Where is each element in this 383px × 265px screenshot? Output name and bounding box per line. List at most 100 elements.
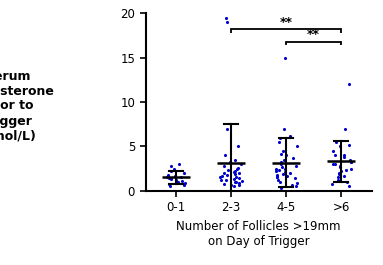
Point — [224, 126, 230, 131]
Point — [171, 166, 177, 171]
Point — [273, 169, 279, 173]
Point — [176, 162, 182, 166]
Point — [233, 175, 239, 180]
Point — [337, 165, 343, 169]
Point — [221, 171, 228, 175]
Point — [336, 171, 342, 175]
Point — [335, 175, 341, 180]
Point — [231, 184, 237, 188]
Point — [277, 180, 283, 184]
Point — [346, 82, 352, 86]
Point — [276, 168, 282, 173]
Point — [281, 158, 287, 162]
Point — [167, 184, 173, 188]
Point — [275, 178, 281, 182]
Text: **: ** — [280, 16, 293, 29]
Point — [341, 155, 347, 159]
Point — [284, 174, 290, 178]
Point — [232, 169, 239, 173]
Point — [293, 184, 299, 188]
Point — [273, 166, 280, 171]
Point — [338, 169, 344, 173]
Point — [225, 168, 231, 173]
Point — [347, 158, 353, 162]
Point — [232, 172, 238, 176]
Point — [348, 159, 354, 164]
Point — [238, 162, 244, 166]
Point — [223, 178, 229, 182]
Point — [178, 179, 185, 183]
Point — [278, 160, 284, 165]
Point — [289, 183, 295, 187]
Point — [332, 162, 338, 166]
Point — [333, 140, 339, 144]
Point — [341, 153, 347, 157]
Point — [168, 164, 174, 168]
Point — [290, 156, 296, 160]
Point — [344, 180, 350, 184]
Point — [235, 166, 241, 170]
Point — [278, 162, 284, 166]
Point — [336, 172, 342, 176]
Point — [277, 135, 283, 140]
Point — [181, 183, 187, 187]
Point — [172, 180, 178, 184]
Point — [236, 183, 242, 187]
Point — [172, 174, 178, 178]
Point — [274, 174, 280, 179]
Point — [223, 16, 229, 20]
Point — [329, 182, 336, 186]
Point — [232, 158, 238, 162]
Text: **: ** — [307, 28, 320, 41]
Point — [173, 178, 179, 182]
Point — [221, 182, 227, 186]
Point — [346, 143, 352, 147]
Point — [280, 149, 286, 153]
Point — [166, 176, 172, 180]
Point — [235, 144, 241, 148]
Point — [278, 165, 285, 169]
Point — [332, 153, 338, 157]
Point — [218, 178, 224, 182]
Point — [345, 184, 352, 188]
Point — [330, 162, 336, 166]
Point — [274, 173, 280, 177]
Point — [278, 186, 285, 190]
Point — [221, 153, 228, 157]
Point — [236, 181, 242, 185]
Point — [283, 153, 289, 157]
Point — [282, 167, 288, 172]
Point — [228, 183, 234, 188]
Point — [236, 176, 242, 180]
Point — [236, 171, 242, 175]
X-axis label: Number of Follicles >19mm
on Day of Trigger: Number of Follicles >19mm on Day of Trig… — [176, 220, 341, 248]
Point — [224, 20, 230, 24]
Point — [330, 149, 336, 153]
Point — [168, 169, 174, 173]
Point — [280, 172, 286, 176]
Point — [342, 126, 348, 131]
Text: Serum
Progesterone
prior to
Trigger
(nmol/L): Serum Progesterone prior to Trigger (nmo… — [0, 69, 55, 143]
Point — [282, 170, 288, 174]
Point — [340, 174, 347, 178]
Point — [233, 180, 239, 184]
Point — [337, 164, 343, 168]
Point — [219, 174, 226, 178]
Point — [231, 170, 237, 174]
Point — [343, 168, 349, 173]
Point — [164, 175, 170, 180]
Point — [278, 151, 284, 156]
Point — [166, 182, 172, 186]
Point — [228, 160, 234, 165]
Point — [234, 166, 241, 171]
Point — [335, 178, 341, 182]
Point — [348, 160, 354, 165]
Point — [294, 181, 300, 185]
Point — [287, 171, 293, 175]
Point — [276, 140, 282, 144]
Point — [178, 174, 184, 179]
Point — [165, 173, 171, 177]
Point — [232, 180, 238, 184]
Point — [223, 173, 229, 177]
Point — [168, 177, 174, 181]
